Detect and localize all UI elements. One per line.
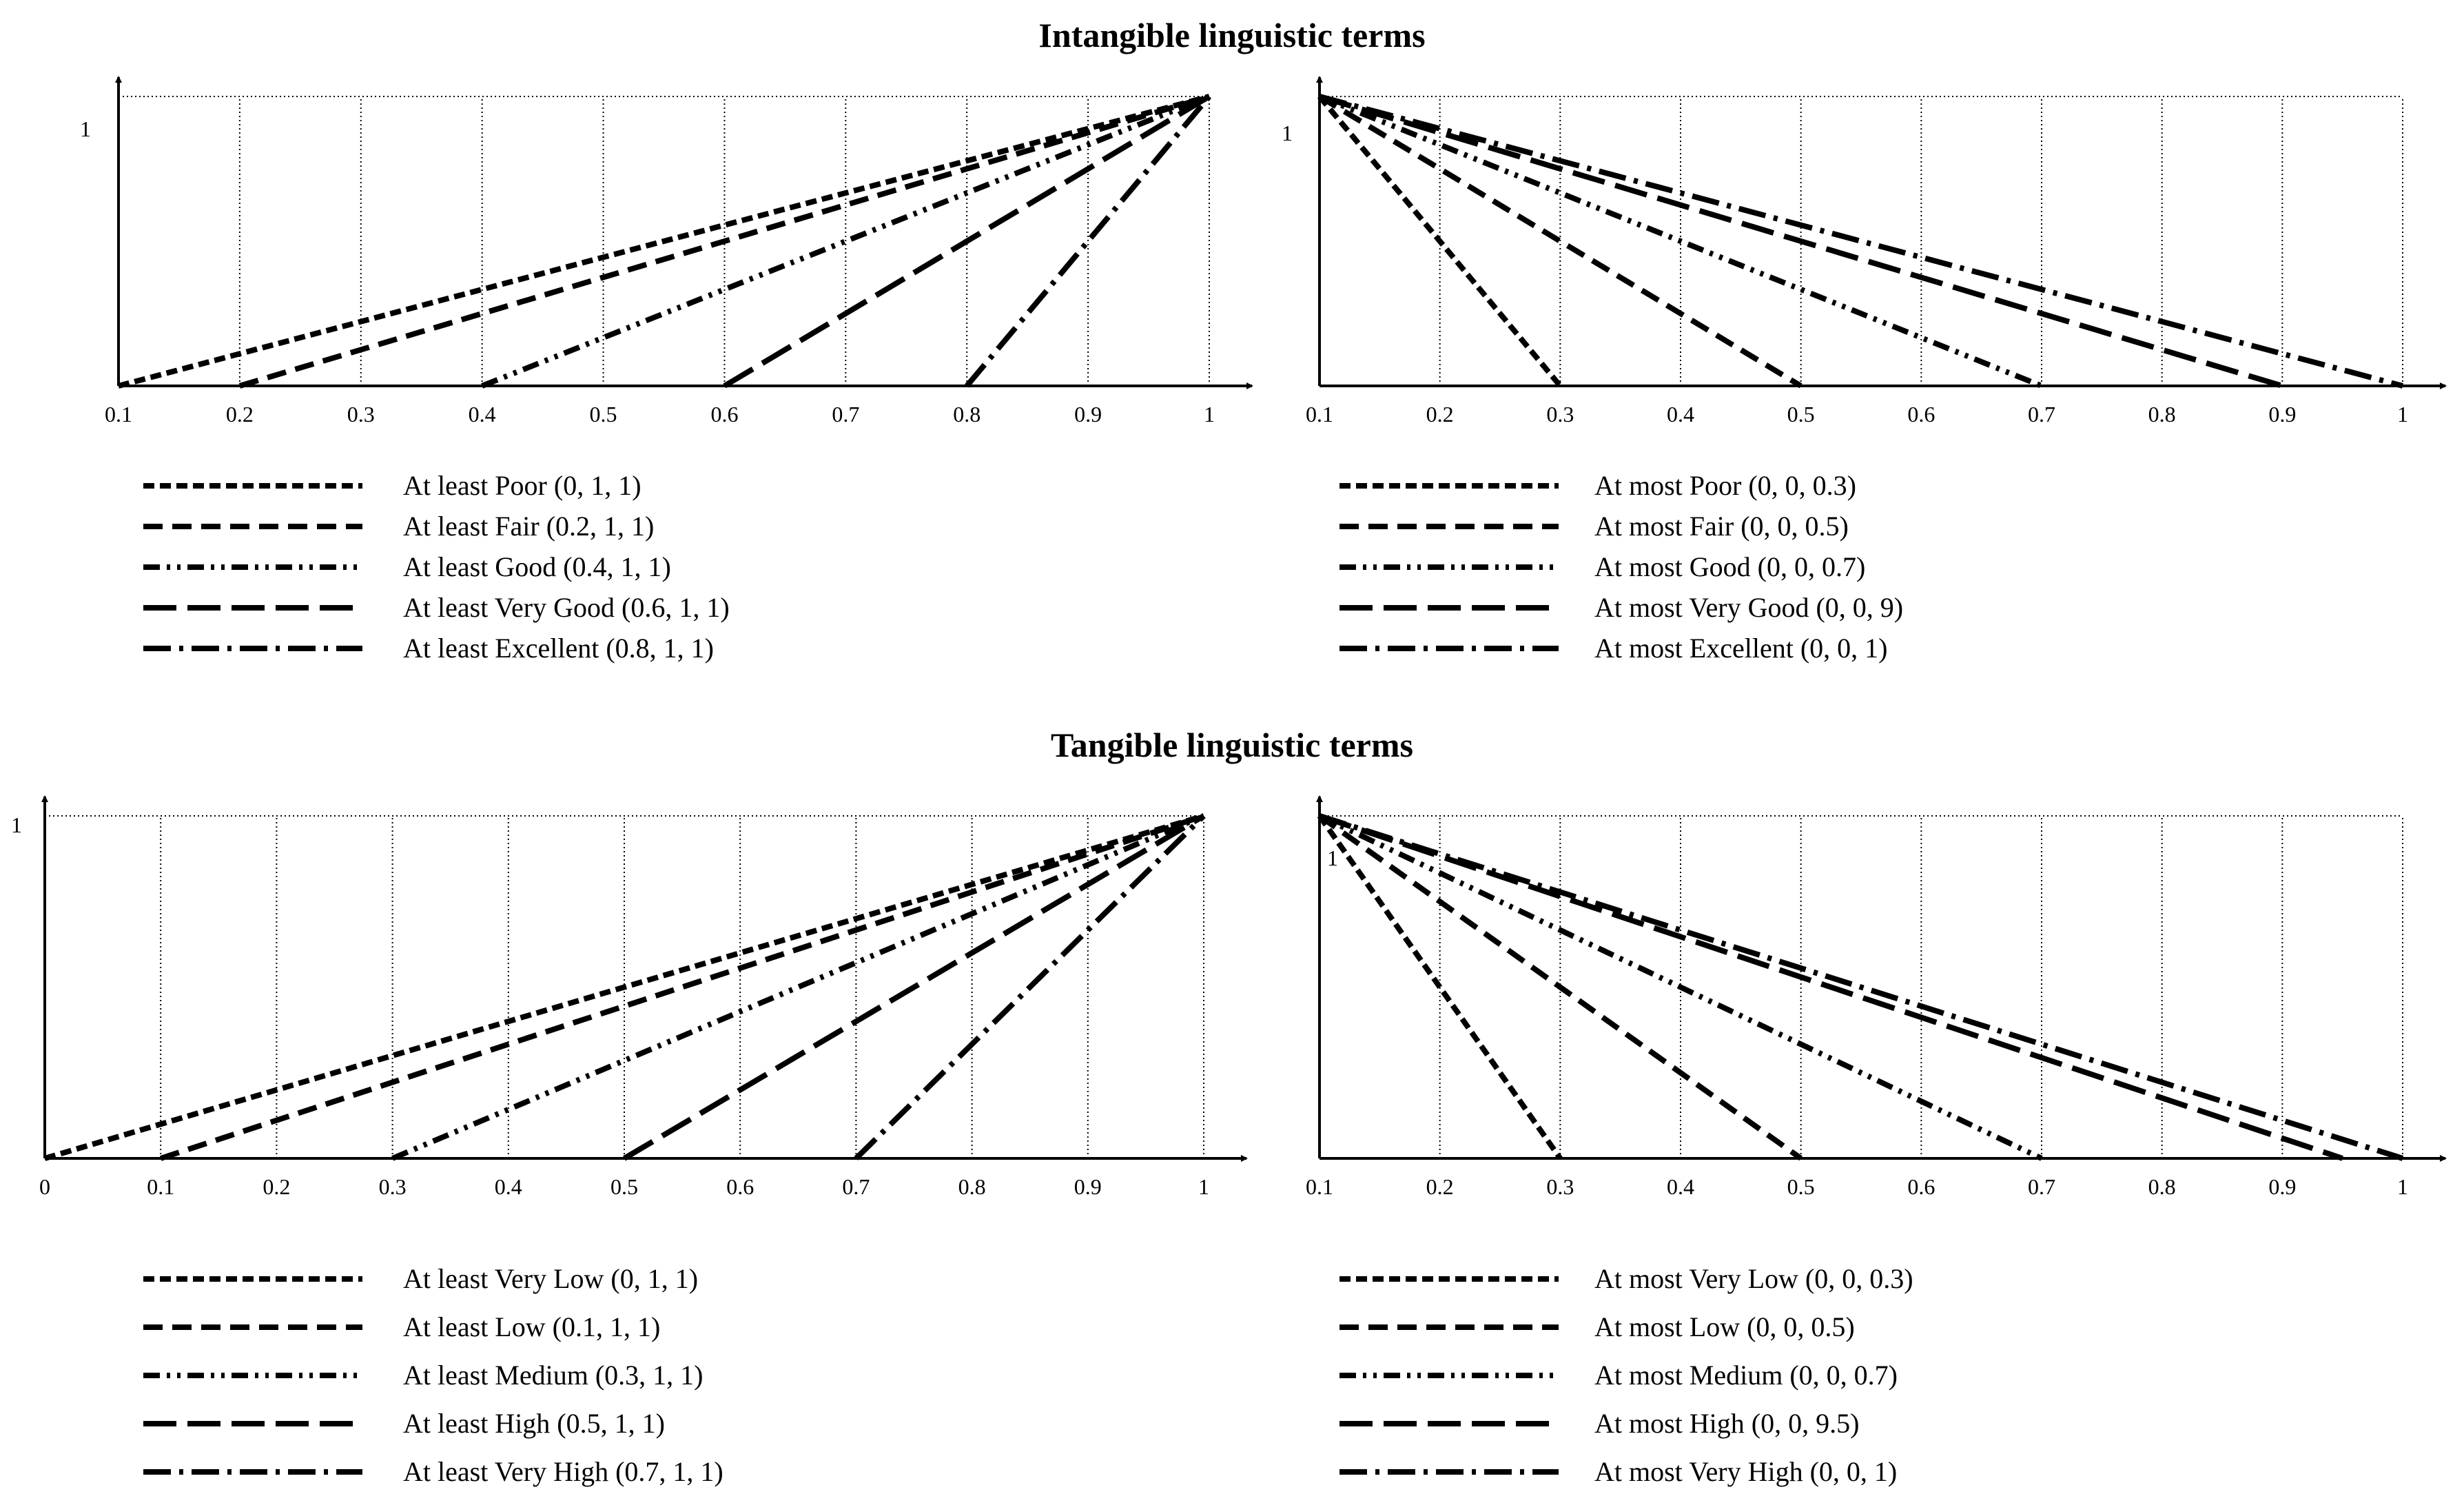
y-tick-label: 1 [80, 116, 91, 141]
legend: At most Very Low (0, 0, 0.3) At most Low … [1339, 1263, 1913, 1487]
chart-panel-3: 0 0.1 0.2 0.3 0.4 0.5 0.6 0.7 0.8 0.9 1 1 At least V… [11, 795, 1248, 1487]
series-line-long-dash [1318, 94, 2283, 389]
series-line-dash-dot-dot [481, 94, 1211, 389]
series-line-short-dash [43, 813, 1205, 1161]
x-tick-label: 0.1 [1306, 1174, 1333, 1199]
y-tick-label: 1 [1327, 846, 1338, 870]
y-tick-label: 1 [11, 812, 22, 837]
x-tick-label: 0.6 [1907, 1174, 1935, 1199]
series-line-short-dash [1317, 94, 1563, 388]
legend-label: At most Fair (0, 0, 0.5) [1594, 511, 1849, 542]
x-tick-label: 0.8 [953, 402, 981, 427]
x-tick-label: 0.2 [226, 402, 254, 427]
x-tick-label: 0.3 [379, 1174, 407, 1199]
x-tick-label: 0.5 [590, 402, 617, 427]
legend-label: At least Very High (0.7, 1, 1) [403, 1456, 723, 1487]
legend-label: At most Very Good (0, 0, 9) [1594, 592, 1903, 623]
section-title-intangible: Intangible linguistic terms [1038, 16, 1425, 54]
legend: At most Poor (0, 0, 0.3) At most Fair (0,… [1339, 470, 1903, 664]
series-line-dash [1317, 813, 1803, 1161]
legend: At least Very Low (0, 1, 1) At least Low … [143, 1263, 723, 1487]
legend-label: At most Good (0, 0, 0.7) [1594, 551, 1865, 582]
x-tick-label: 0.9 [1074, 1174, 1102, 1199]
x-tick-label: 0.7 [842, 1174, 870, 1199]
x-tick-label: 0.1 [105, 402, 132, 427]
x-tick-label: 0.9 [1074, 402, 1102, 427]
x-tick-label: 0.5 [1787, 402, 1815, 427]
x-tick-label: 0.1 [1306, 402, 1333, 427]
series-line-dash-dot [854, 814, 1206, 1160]
x-tick-label: 1 [1198, 1174, 1209, 1199]
legend-label: At least Very Good (0.6, 1, 1) [403, 592, 730, 623]
series-line-long-dash [1318, 813, 2343, 1161]
x-tick-label: 1 [2397, 1174, 2408, 1199]
section-title-tangible: Tangible linguistic terms [1051, 726, 1413, 764]
x-tick-label: 0.2 [1426, 402, 1454, 427]
legend-label: At most Very High (0, 0, 1) [1594, 1456, 1897, 1487]
x-tick-label: 0.1 [147, 1174, 174, 1199]
series-line-dash-dot-dot [1318, 94, 2043, 389]
legend: At least Poor (0, 1, 1) At least Fair (0.… [143, 470, 730, 664]
chart-panel-2: 0.1 0.2 0.3 0.4 0.5 0.6 0.7 0.8 0.9 1 1 At most Poo… [1282, 76, 2447, 664]
x-tick-label: 1 [1204, 402, 1215, 427]
x-tick-label: 0.4 [1667, 402, 1694, 427]
series-line-dash-dot [1318, 94, 2404, 389]
x-tick-label: 0.3 [1546, 402, 1574, 427]
series-line-short-dash [117, 94, 1211, 389]
legend-label: At least Very Low (0, 1, 1) [403, 1263, 698, 1294]
x-tick-label: 0.4 [469, 402, 496, 427]
x-tick-label: 0.8 [2148, 402, 2176, 427]
x-tick-label: 0.8 [2148, 1174, 2176, 1199]
legend-label: At most Poor (0, 0, 0.3) [1594, 470, 1856, 501]
x-tick-label: 0.6 [1907, 402, 1935, 427]
x-tick-label: 0.3 [347, 402, 375, 427]
legend-label: At most Very Low (0, 0, 0.3) [1594, 1263, 1913, 1294]
x-tick-label: 0.2 [263, 1174, 290, 1199]
x-tick-label: 0.8 [958, 1174, 986, 1199]
x-tick-label: 0.5 [610, 1174, 638, 1199]
legend-label: At most High (0, 0, 9.5) [1594, 1408, 1859, 1439]
series-line-dash-dot [965, 94, 1212, 388]
chart-panel-1: 0.1 0.2 0.3 0.4 0.5 0.6 0.7 0.8 0.9 1 1 At least Po… [80, 76, 1253, 664]
x-tick-label: 0.7 [2028, 1174, 2055, 1199]
series-line-dash-dot [1318, 813, 2404, 1161]
x-tick-label: 0.3 [1546, 1174, 1574, 1199]
y-tick-label: 1 [1282, 121, 1293, 145]
x-tick-label: 1 [2397, 402, 2408, 427]
series-line-dash [1317, 94, 1803, 389]
legend-label: At most Medium (0, 0, 0.7) [1594, 1360, 1898, 1391]
x-tick-label: 0.9 [2268, 402, 2296, 427]
x-tick-label: 0.5 [1787, 1174, 1815, 1199]
x-tick-label: 0.6 [726, 1174, 754, 1199]
x-tick-label: 0 [39, 1174, 50, 1199]
series-line-long-dash [622, 813, 1206, 1161]
x-tick-label: 0.6 [710, 402, 738, 427]
chart-panel-4: 0.1 0.2 0.3 0.4 0.5 0.6 0.7 0.8 0.9 1 1 At most Ver… [1306, 795, 2447, 1487]
legend-label: At least Medium (0.3, 1, 1) [403, 1360, 704, 1391]
legend-label: At most Low (0, 0, 0.5) [1594, 1311, 1855, 1342]
legend-label: At least Excellent (0.8, 1, 1) [403, 633, 714, 664]
x-tick-label: 0.7 [832, 402, 859, 427]
x-tick-label: 0.4 [1667, 1174, 1694, 1199]
series-line-dash-dot-dot [391, 813, 1205, 1161]
series-line-short-dash [1317, 814, 1563, 1160]
series-line-dash [159, 813, 1205, 1161]
x-tick-label: 0.2 [1426, 1174, 1454, 1199]
legend-label: At least Good (0.4, 1, 1) [403, 551, 671, 582]
legend-label: At least Fair (0.2, 1, 1) [403, 511, 654, 542]
series-line-long-dash [723, 94, 1211, 389]
legend-label: At least Poor (0, 1, 1) [403, 470, 641, 501]
series-line-dash [238, 94, 1211, 389]
legend-label: At most Excellent (0, 0, 1) [1594, 633, 1887, 664]
legend-label: At least Low (0.1, 1, 1) [403, 1311, 660, 1342]
x-tick-label: 0.9 [2268, 1174, 2296, 1199]
x-tick-label: 0.7 [2028, 402, 2055, 427]
chart-panels: 0.1 0.2 0.3 0.4 0.5 0.6 0.7 0.8 0.9 1 1 At least Po… [11, 76, 2447, 1487]
x-tick-label: 0.4 [495, 1174, 522, 1199]
legend-label: At least High (0.5, 1, 1) [403, 1408, 665, 1439]
series-line-dash-dot-dot [1318, 813, 2043, 1161]
